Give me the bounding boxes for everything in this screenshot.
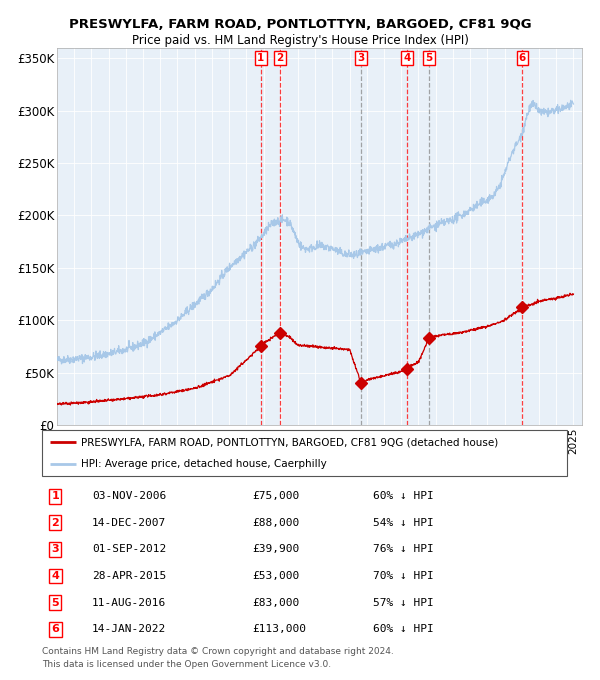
Text: HPI: Average price, detached house, Caerphilly: HPI: Average price, detached house, Caer…: [82, 458, 327, 469]
Text: 4: 4: [51, 571, 59, 581]
Text: 1: 1: [257, 53, 265, 63]
Text: 4: 4: [403, 53, 410, 63]
Text: 5: 5: [52, 598, 59, 608]
Text: £75,000: £75,000: [252, 491, 299, 501]
Text: 76% ↓ HPI: 76% ↓ HPI: [373, 545, 433, 554]
Text: 6: 6: [519, 53, 526, 63]
Text: £113,000: £113,000: [252, 624, 306, 634]
Text: Contains HM Land Registry data © Crown copyright and database right 2024.: Contains HM Land Registry data © Crown c…: [42, 647, 394, 656]
Text: 3: 3: [52, 545, 59, 554]
Text: £39,900: £39,900: [252, 545, 299, 554]
FancyBboxPatch shape: [42, 430, 567, 476]
Text: This data is licensed under the Open Government Licence v3.0.: This data is licensed under the Open Gov…: [42, 660, 331, 668]
Text: 14-JAN-2022: 14-JAN-2022: [92, 624, 166, 634]
Text: 03-NOV-2006: 03-NOV-2006: [92, 491, 166, 501]
Text: 2: 2: [276, 53, 284, 63]
Text: 14-DEC-2007: 14-DEC-2007: [92, 517, 166, 528]
Text: 57% ↓ HPI: 57% ↓ HPI: [373, 598, 433, 608]
Text: 60% ↓ HPI: 60% ↓ HPI: [373, 624, 433, 634]
Text: 01-SEP-2012: 01-SEP-2012: [92, 545, 166, 554]
Text: Price paid vs. HM Land Registry's House Price Index (HPI): Price paid vs. HM Land Registry's House …: [131, 34, 469, 47]
Text: 11-AUG-2016: 11-AUG-2016: [92, 598, 166, 608]
Text: £53,000: £53,000: [252, 571, 299, 581]
Text: £88,000: £88,000: [252, 517, 299, 528]
Text: 70% ↓ HPI: 70% ↓ HPI: [373, 571, 433, 581]
Text: 3: 3: [358, 53, 365, 63]
Text: PRESWYLFA, FARM ROAD, PONTLOTTYN, BARGOED, CF81 9QG (detached house): PRESWYLFA, FARM ROAD, PONTLOTTYN, BARGOE…: [82, 437, 499, 447]
Text: 6: 6: [51, 624, 59, 634]
Text: 5: 5: [425, 53, 433, 63]
Text: PRESWYLFA, FARM ROAD, PONTLOTTYN, BARGOED, CF81 9QG: PRESWYLFA, FARM ROAD, PONTLOTTYN, BARGOE…: [68, 18, 532, 31]
Text: 1: 1: [51, 491, 59, 501]
Text: 2: 2: [51, 517, 59, 528]
Text: 28-APR-2015: 28-APR-2015: [92, 571, 166, 581]
Text: 54% ↓ HPI: 54% ↓ HPI: [373, 517, 433, 528]
Text: 60% ↓ HPI: 60% ↓ HPI: [373, 491, 433, 501]
Text: £83,000: £83,000: [252, 598, 299, 608]
